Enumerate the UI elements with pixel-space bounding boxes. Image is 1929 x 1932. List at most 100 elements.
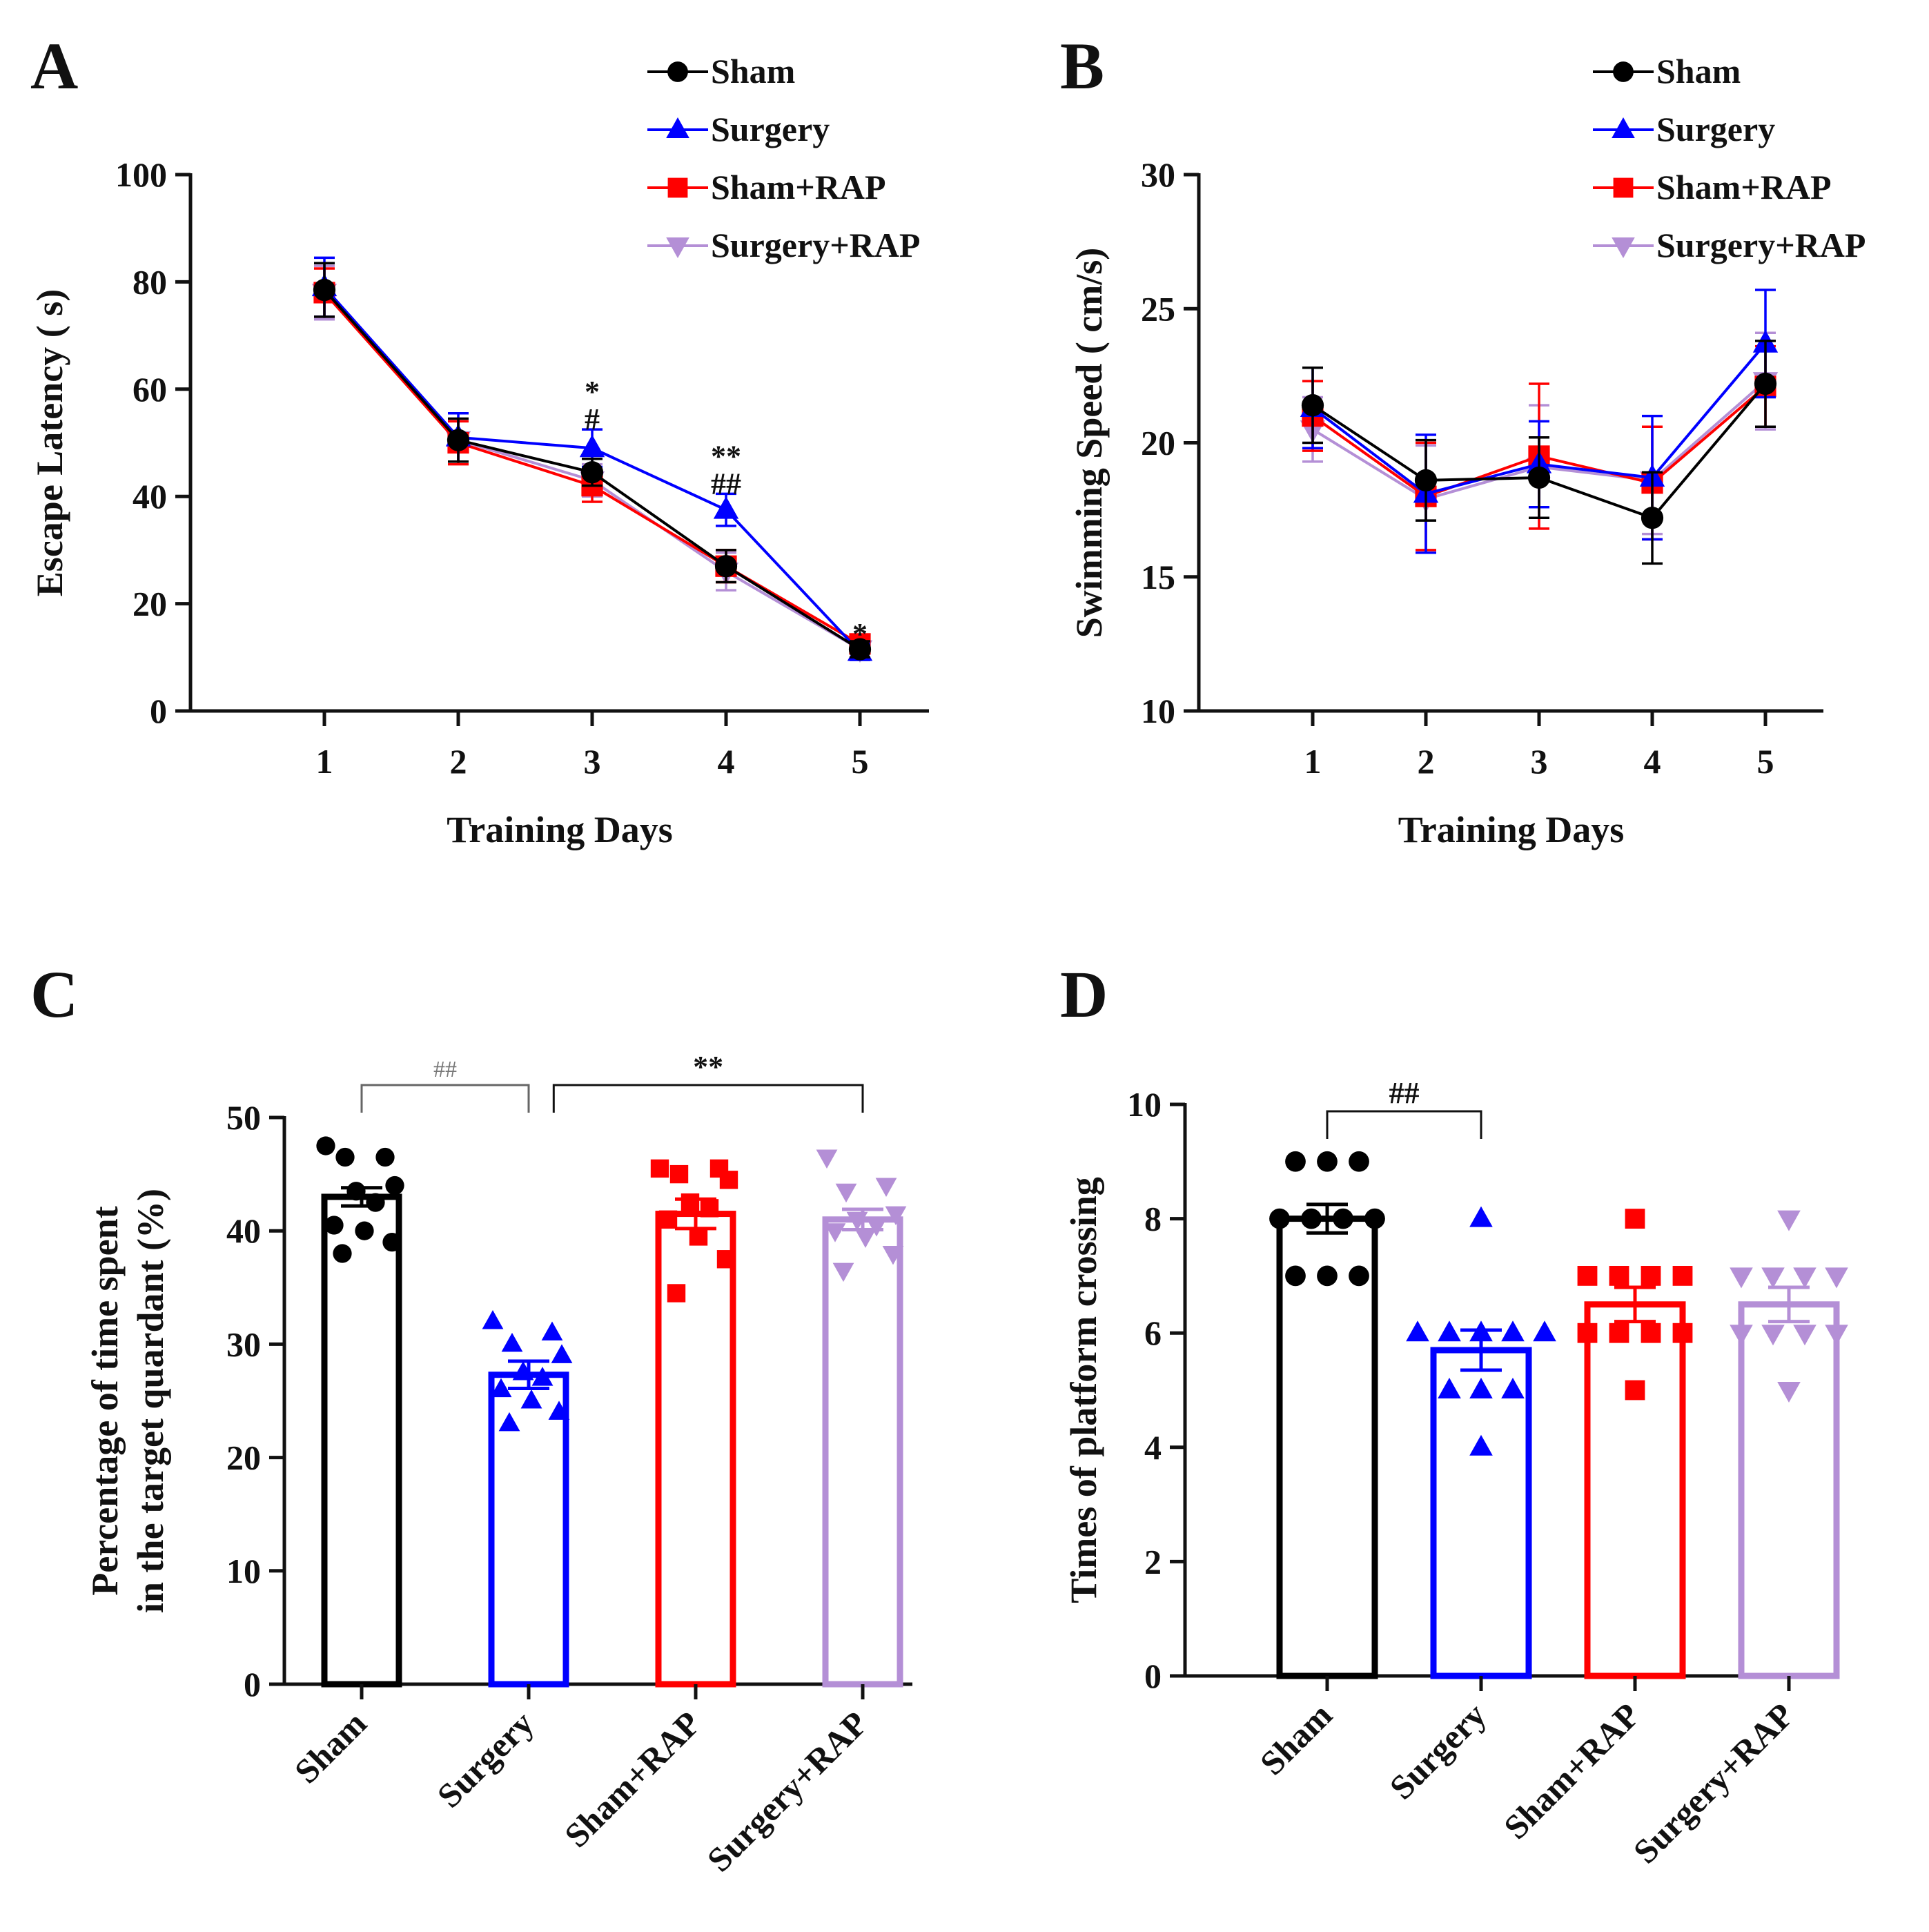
- panel-d-data-point-sham-plus-rap: [1672, 1323, 1693, 1343]
- panel-d-significance-label: ##: [1389, 1076, 1420, 1110]
- panel-d-data-point-sham: [1364, 1208, 1385, 1229]
- panel-b-data-point-sham: [1301, 393, 1324, 417]
- panel-b-legend-marker-surgery-plus-rap: [1612, 237, 1635, 258]
- panel-a-significance-label: #: [585, 402, 600, 436]
- panel-a-significance-label: *: [852, 617, 868, 651]
- panel-a-y-tick-label: 80: [133, 262, 167, 301]
- panel-c-data-point-sham: [324, 1216, 344, 1235]
- panel-d-data-point-sham-plus-rap: [1609, 1266, 1629, 1286]
- panel-letter-c: C: [30, 957, 78, 1031]
- panel-b-y-tick-label: 15: [1141, 558, 1175, 596]
- panel-c-data-point-sham: [355, 1221, 374, 1240]
- panel-d-y-tick-label: 2: [1144, 1542, 1162, 1581]
- panel-c-data-point-surgery: [490, 1378, 512, 1398]
- panel-a-x-tick-label: 3: [584, 742, 601, 781]
- panel-c-data-point-surgery-plus-rap: [816, 1149, 838, 1169]
- panel-d-data-point-surgery: [1406, 1320, 1429, 1342]
- panel-c-data-point-surgery: [520, 1389, 542, 1409]
- panel-c-y-tick-label: 40: [226, 1211, 261, 1250]
- panel-a-x-tick-label: 1: [316, 742, 333, 781]
- panel-c-data-point-surgery-plus-rap: [824, 1223, 846, 1242]
- panel-a-legend-label-surgery-plus-rap: Surgery+RAP: [711, 226, 920, 264]
- panel-c-y-axis-title-line: Percentage of time spent: [84, 1206, 126, 1595]
- panel-c-data-point-surgery-plus-rap: [835, 1183, 857, 1203]
- panel-b-data-point-sham: [1527, 466, 1551, 489]
- panel-c-y-tick-label: 50: [226, 1098, 261, 1137]
- chart-a: 0 20 40 60 80 100 1 2 3 4 5 Training Days Escape Lat…: [29, 52, 929, 850]
- panel-d-data-point-sham: [1269, 1208, 1290, 1229]
- panel-d-data-point-surgery-plus-rap: [1777, 1382, 1801, 1403]
- panel-a-y-tick-label: 60: [133, 370, 167, 409]
- panel-b-legend-label-surgery: Surgery: [1656, 110, 1775, 148]
- panel-a-y-axis-title: Escape Latency ( s): [29, 289, 70, 596]
- panel-b-y-tick-label: 25: [1141, 289, 1175, 328]
- panel-a-data-point-surgery: [713, 496, 739, 519]
- panel-d-data-point-surgery: [1469, 1434, 1493, 1456]
- panel-d-data-point-surgery: [1533, 1320, 1556, 1342]
- panel-c-significance-bracket: [552, 1084, 864, 1113]
- panel-c-data-point-surgery: [548, 1401, 570, 1420]
- panel-b-legend-label-sham-plus-rap: Sham+RAP: [1656, 168, 1832, 206]
- panel-c-data-point-sham-plus-rap: [667, 1284, 686, 1302]
- panel-d-data-point-sham-plus-rap: [1625, 1209, 1645, 1229]
- panel-letter-b: B: [1060, 29, 1104, 103]
- panel-d-data-point-surgery: [1501, 1320, 1525, 1342]
- panel-c-data-point-surgery-plus-rap: [882, 1246, 904, 1265]
- panel-d-data-point-surgery: [1469, 1378, 1493, 1398]
- panel-d-y-tick-label: 10: [1127, 1085, 1162, 1124]
- panel-d-data-point-sham-plus-rap: [1672, 1266, 1693, 1286]
- panel-b-x-axis-title: Training Days: [1398, 809, 1625, 850]
- panel-d-data-point-surgery: [1438, 1320, 1461, 1342]
- panel-d-data-point-surgery-plus-rap: [1777, 1210, 1801, 1231]
- panel-a-x-tick-label: 5: [852, 742, 869, 781]
- panel-c-data-point-surgery: [501, 1332, 523, 1352]
- panel-c-data-point-surgery-plus-rap: [832, 1262, 854, 1282]
- panel-c-data-point-sham-plus-rap: [650, 1159, 669, 1178]
- panel-a-data-point-sham: [313, 278, 336, 302]
- panel-d-data-point-sham-plus-rap: [1641, 1323, 1661, 1343]
- panel-letter-a: A: [30, 29, 78, 103]
- chart-b: 10 15 20 25 30 1 2 3 4 5 Training Days Swimming Spe…: [1068, 52, 1866, 850]
- panel-d-data-point-sham-plus-rap: [1577, 1266, 1598, 1286]
- panel-d-data-point-surgery-plus-rap: [1761, 1267, 1785, 1289]
- panel-b-x-tick-label: 2: [1418, 742, 1435, 781]
- panel-a-significance-label: ##: [711, 467, 741, 500]
- panel-b-legend-marker-sham-plus-rap: [1613, 177, 1634, 198]
- panel-c-data-point-surgery-plus-rap: [854, 1229, 877, 1248]
- panel-d-y-tick-label: 6: [1144, 1314, 1162, 1352]
- panel-a-x-tick-label: 4: [718, 742, 735, 781]
- panel-b-x-tick-label: 1: [1304, 742, 1322, 781]
- panel-d-data-point-sham: [1349, 1151, 1369, 1172]
- panel-d-y-tick-label: 0: [1144, 1657, 1162, 1695]
- panel-b-legend-label-surgery-plus-rap: Surgery+RAP: [1656, 226, 1866, 264]
- panel-c-data-point-surgery-plus-rap: [865, 1217, 888, 1237]
- panel-d-data-point-sham-plus-rap: [1609, 1323, 1629, 1343]
- panel-b-data-point-sham: [1641, 507, 1664, 529]
- panel-d-data-point-surgery: [1501, 1378, 1525, 1398]
- panel-d-data-point-sham: [1285, 1265, 1306, 1287]
- panel-c-y-tick-label: 20: [226, 1438, 261, 1477]
- panel-c-y-axis-title-line: in the target quardant (%): [130, 1189, 171, 1613]
- panel-d-data-point-surgery: [1469, 1206, 1493, 1227]
- panel-c-data-point-sham-plus-rap: [719, 1171, 738, 1189]
- panel-a-legend-marker-sham: [667, 61, 688, 82]
- panel-b-y-tick-label: 10: [1141, 692, 1175, 730]
- panel-a-y-tick-label: 0: [150, 692, 167, 730]
- panel-b-legend-marker-surgery: [1612, 117, 1635, 138]
- panel-c-data-point-sham-plus-rap: [716, 1250, 736, 1269]
- panel-d-data-point-sham-plus-rap: [1641, 1266, 1661, 1286]
- panel-d-data-point-sham-plus-rap: [1577, 1323, 1598, 1343]
- panel-c-data-point-sham: [316, 1136, 335, 1155]
- panel-d-data-point-surgery-plus-rap: [1825, 1267, 1848, 1289]
- panel-d-data-point-sham: [1349, 1265, 1369, 1287]
- panel-d-data-point-sham-plus-rap: [1625, 1380, 1645, 1401]
- panel-c-y-tick-label: 10: [226, 1552, 261, 1590]
- panel-letter-d: D: [1060, 957, 1108, 1031]
- panel-d-data-point-surgery-plus-rap: [1730, 1267, 1753, 1289]
- panel-c-y-tick-label: 30: [226, 1325, 261, 1363]
- panel-c-data-point-sham: [333, 1244, 352, 1263]
- panel-c-significance-label: ##: [433, 1057, 457, 1082]
- panel-a-legend-label-surgery: Surgery: [711, 110, 830, 148]
- panel-c-data-point-surgery: [482, 1310, 504, 1329]
- panel-b-x-tick-label: 5: [1757, 742, 1774, 781]
